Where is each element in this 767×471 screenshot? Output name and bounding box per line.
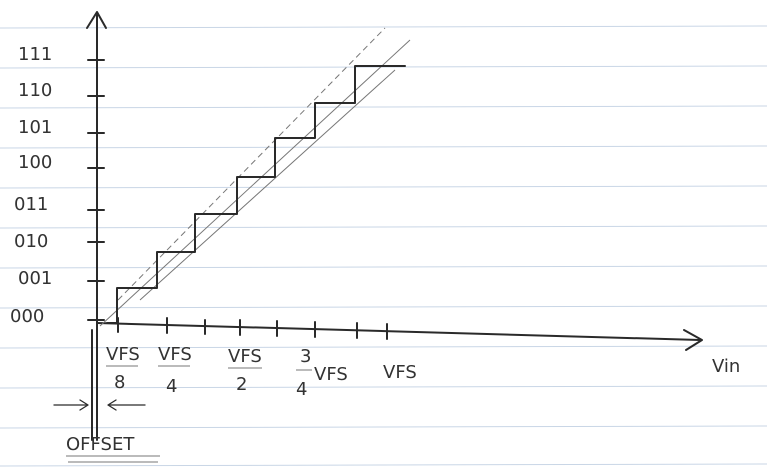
code-label: 110 — [18, 80, 52, 101]
tick-numerator: 3 — [300, 346, 311, 367]
tick-numerator: VFS — [106, 344, 140, 365]
tolerance-line — [118, 28, 385, 300]
offset-annotation: OFFSET — [54, 400, 160, 462]
staircase — [107, 66, 405, 323]
code-label: 010 — [14, 231, 48, 252]
offset-label: OFFSET — [66, 434, 135, 455]
code-label: 000 — [10, 306, 44, 327]
tick-denominator: 8 — [114, 372, 125, 393]
code-label: 011 — [14, 194, 48, 215]
code-label: 101 — [18, 117, 52, 138]
tick-denominator: 4 — [296, 379, 307, 400]
code-label: 100 — [18, 152, 52, 173]
tick-suffix: VFS — [314, 364, 348, 385]
sketch: 111 110 101 100 011 010 001 000 VFS 8 VF… — [0, 0, 767, 471]
x-labels: VFS 8 VFS 4 VFS 2 3 4 VFS VFS Vin — [106, 344, 740, 400]
axis-label: Vin — [712, 356, 740, 377]
tick-denominator: 2 — [236, 374, 247, 395]
tick-numerator: VFS — [228, 346, 262, 367]
tick-denominator: 4 — [166, 376, 177, 397]
tolerance-line — [140, 70, 395, 300]
tick-numerator: VFS — [158, 344, 192, 365]
y-labels: 111 110 101 100 011 010 001 000 — [10, 44, 52, 327]
ideal-line — [100, 40, 410, 326]
x-ticks — [118, 318, 387, 339]
code-label: 001 — [18, 268, 52, 289]
tick-label: VFS — [383, 362, 417, 383]
code-label: 111 — [18, 44, 52, 65]
